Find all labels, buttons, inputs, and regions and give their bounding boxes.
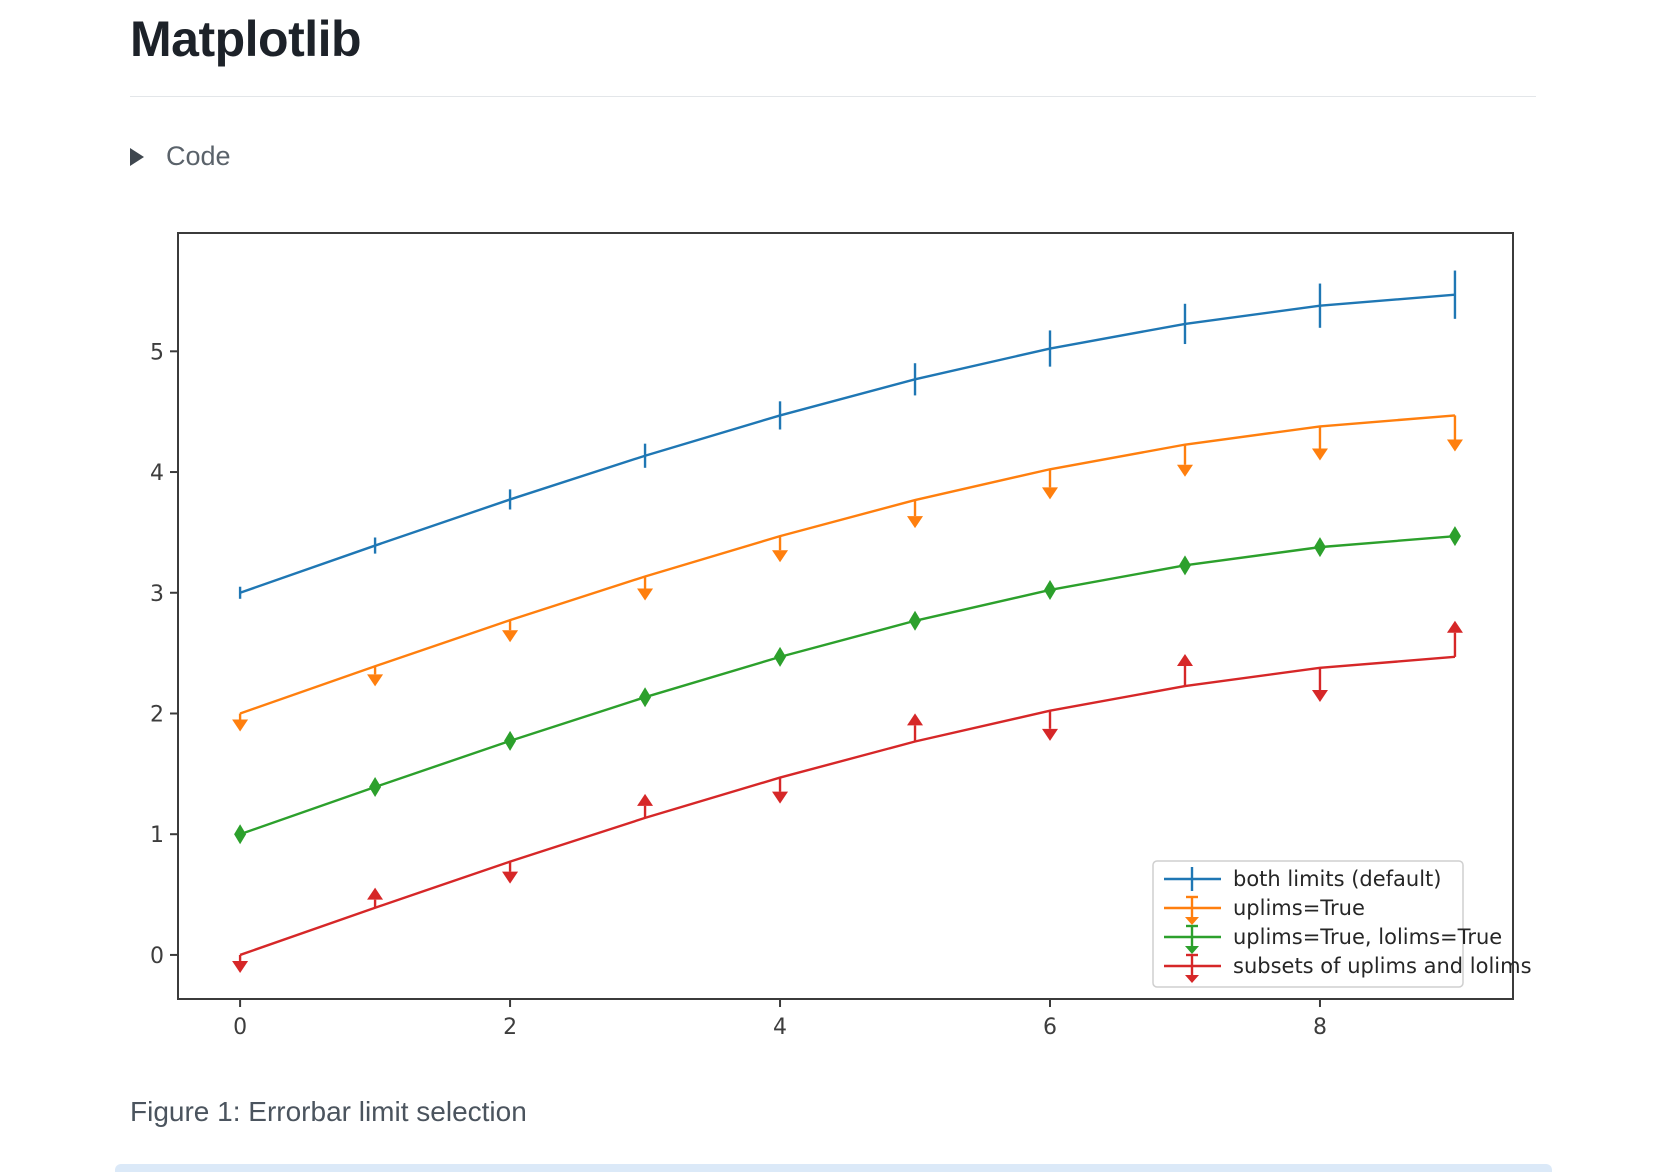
legend-sample-caret	[1185, 917, 1199, 925]
down-arrow-caret	[502, 630, 519, 643]
y-tick-label: 3	[150, 582, 164, 607]
legend-label: both limits (default)	[1233, 867, 1441, 891]
series-3	[232, 620, 1463, 973]
down-arrow-caret	[1042, 487, 1059, 500]
limit-diamond-marker	[1044, 579, 1057, 600]
down-arrow-caret	[367, 674, 384, 687]
up-arrow-caret	[367, 887, 384, 900]
legend-label: uplims=True	[1233, 896, 1365, 920]
y-tick-label: 2	[150, 702, 164, 727]
series-line	[239, 534, 1456, 836]
down-arrow-caret	[1042, 728, 1059, 741]
down-arrow-caret	[232, 960, 249, 973]
limit-diamond-marker	[1313, 537, 1326, 558]
limit-diamond-marker	[909, 610, 922, 631]
legend-entry-2: uplims=True, lolims=True	[1164, 924, 1502, 954]
down-arrow-caret	[1176, 464, 1193, 477]
down-arrow-caret	[1311, 689, 1328, 702]
series-1	[232, 414, 1463, 732]
limit-diamond-marker	[639, 687, 652, 708]
bottom-highlight-bar	[115, 1164, 1552, 1172]
limit-diamond-marker	[1448, 526, 1461, 547]
series-line	[239, 414, 1456, 715]
legend: both limits (default) uplims=True uplims=T…	[1152, 860, 1532, 988]
y-tick-label: 4	[150, 461, 164, 486]
disclosure-triangle-icon	[130, 147, 144, 166]
limit-diamond-marker	[1178, 555, 1191, 576]
legend-label: subsets of uplims and lolims	[1233, 954, 1532, 978]
limit-diamond-marker	[234, 824, 247, 845]
legend-label: uplims=True, lolims=True	[1233, 925, 1502, 949]
legend-sample-caret	[1185, 975, 1199, 983]
x-tick-label: 0	[233, 1015, 247, 1040]
down-arrow-caret	[772, 550, 789, 563]
down-arrow-caret	[907, 516, 924, 529]
down-arrow-caret	[232, 719, 249, 732]
down-arrow-caret	[1311, 448, 1328, 461]
y-tick-label: 1	[150, 823, 164, 848]
page-title: Matplotlib	[130, 11, 362, 67]
legend-entry-1: uplims=True	[1164, 895, 1365, 925]
limit-diamond-marker	[369, 777, 382, 798]
series-0	[238, 270, 1457, 599]
limit-diamond-marker	[774, 646, 787, 667]
series-line	[239, 655, 1456, 957]
series-line	[239, 293, 1456, 594]
down-arrow-caret	[637, 588, 654, 601]
down-arrow-caret	[772, 791, 789, 804]
limit-diamond-marker	[504, 730, 517, 751]
legend-sample-caret	[1185, 946, 1199, 954]
up-arrow-caret	[637, 793, 654, 806]
x-tick-label: 4	[773, 1015, 787, 1040]
down-arrow-caret	[502, 871, 519, 884]
code-disclosure-label: Code	[166, 141, 231, 171]
divider	[130, 96, 1536, 97]
up-arrow-caret	[1176, 653, 1193, 666]
plot-border	[177, 232, 1514, 1000]
code-disclosure[interactable]: Code	[130, 141, 231, 172]
legend-box	[1152, 860, 1464, 988]
x-tick-label: 8	[1313, 1015, 1327, 1040]
legend-entry-0: both limits (default)	[1164, 867, 1441, 891]
y-tick-label: 5	[150, 340, 164, 365]
up-arrow-caret	[1446, 620, 1463, 633]
up-arrow-caret	[907, 713, 924, 726]
x-tick-label: 6	[1043, 1015, 1057, 1040]
y-tick-label: 0	[150, 944, 164, 969]
down-arrow-caret	[1446, 439, 1463, 452]
series-2	[234, 526, 1461, 845]
x-tick-label: 2	[503, 1015, 517, 1040]
figure-caption: Figure 1: Errorbar limit selection	[130, 1096, 527, 1127]
legend-entry-3: subsets of uplims and lolims	[1164, 953, 1532, 983]
